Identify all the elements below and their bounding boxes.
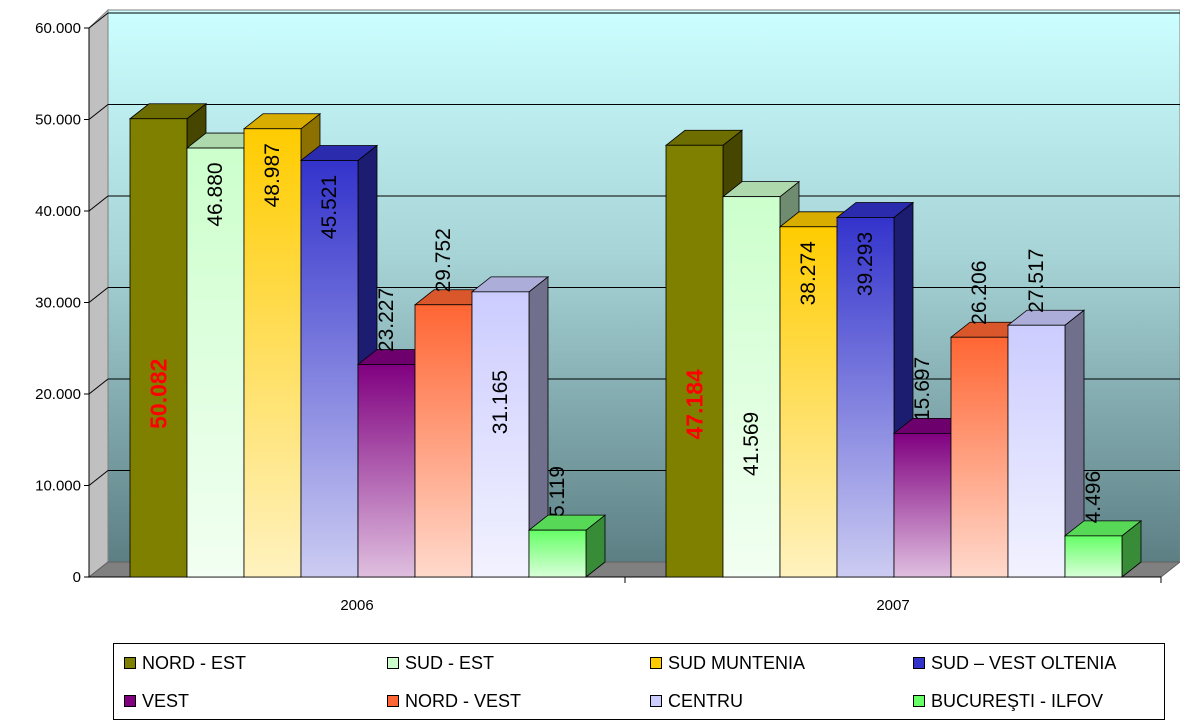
value-labels: 50.082 47.184 46.880 41.569 48.987 38.274 45.5… [146, 143, 1106, 523]
bar-front [129, 118, 188, 578]
legend-swatch [913, 657, 925, 669]
value-label: 41.569 [740, 412, 763, 476]
legend-swatch [650, 695, 662, 707]
bar-front [357, 364, 416, 578]
legend-swatch [913, 695, 925, 707]
bar-front [1064, 535, 1123, 578]
value-label: 39.293 [854, 232, 877, 296]
side-wall [88, 8, 109, 579]
gridline-side [88, 12, 109, 29]
y-tick-label: 30.000 [35, 295, 81, 312]
y-tick-label: 10.000 [35, 478, 81, 495]
legend-item: CENTRU [640, 682, 903, 720]
legend-item: SUD - EST [377, 644, 640, 682]
legend-swatch [124, 657, 136, 669]
value-label: 29.752 [432, 228, 455, 292]
bar-front [722, 196, 781, 578]
legend-swatch [124, 695, 136, 707]
y-tick-label: 20.000 [35, 386, 81, 403]
legend-label: NORD - VEST [405, 690, 522, 711]
legend-item: SUD MUNTENIA [640, 644, 903, 682]
bar [470, 276, 550, 578]
y-tick-label: 40.000 [35, 203, 81, 220]
bar-front [1007, 324, 1066, 578]
y-tick-label: 50.000 [35, 112, 81, 129]
bar-front [950, 336, 1009, 578]
legend: NORD - EST SUD - EST SUD MUNTENIA SUD – VES… [113, 643, 1165, 720]
bar-front [300, 160, 359, 578]
bar-front [665, 144, 724, 578]
legend-item: NORD - VEST [377, 682, 640, 720]
legend-label: BUCUREŞTI - ILFOV [931, 690, 1104, 711]
legend-swatch [387, 695, 399, 707]
value-label: 5.119 [546, 466, 569, 517]
value-label: 26.206 [968, 261, 991, 325]
chart: 0 10.000 20.000 30.000 40.000 50.000 60.000 200… [35, 8, 1180, 614]
legend-label: VEST [142, 690, 190, 711]
y-tick-label: 0 [73, 569, 81, 586]
value-label: 38.274 [797, 241, 820, 306]
value-label: 23.227 [375, 288, 398, 352]
legend-label: CENTRU [668, 690, 743, 711]
legend-item: SUD – VEST OLTENIA [903, 644, 1166, 682]
bar-front [528, 529, 587, 578]
bars [128, 102, 1143, 578]
bar-front [186, 147, 245, 578]
legend-item: VEST [114, 682, 377, 720]
value-label: 47.184 [682, 369, 708, 440]
x-category-label: 2006 [340, 597, 373, 614]
bar-front [471, 291, 530, 578]
gridline-side [88, 195, 109, 212]
value-label: 31.165 [489, 370, 512, 434]
gridline-side [88, 378, 109, 395]
value-label: 46.880 [204, 162, 227, 226]
value-label: 48.987 [261, 143, 284, 207]
value-label: 50.082 [146, 359, 172, 429]
bar-front [836, 217, 895, 578]
legend-item: BUCUREŞTI - ILFOV [903, 682, 1166, 720]
bar [1006, 309, 1086, 578]
y-tick-label: 60.000 [35, 20, 81, 37]
legend-swatch [650, 657, 662, 669]
legend-swatch [387, 657, 399, 669]
value-label: 4.496 [1082, 471, 1105, 524]
value-label: 27.517 [1025, 249, 1048, 313]
legend-label: SUD – VEST OLTENIA [931, 652, 1117, 673]
bar [1063, 520, 1143, 578]
gridline-side [88, 470, 109, 486]
legend-label: NORD - EST [142, 652, 247, 673]
legend-label: SUD - EST [405, 652, 495, 673]
bar [527, 514, 607, 578]
bar-front [779, 226, 838, 578]
bar-front [893, 432, 952, 578]
gridline-side [88, 104, 109, 120]
value-label: 45.521 [318, 175, 341, 239]
bar-front [243, 128, 302, 578]
value-label: 15.697 [911, 357, 934, 421]
legend-label: SUD MUNTENIA [668, 652, 806, 673]
legend-item: NORD - EST [114, 644, 377, 682]
bar-front [414, 304, 473, 578]
gridline-side [88, 287, 109, 303]
x-category-label: 2007 [876, 597, 909, 614]
